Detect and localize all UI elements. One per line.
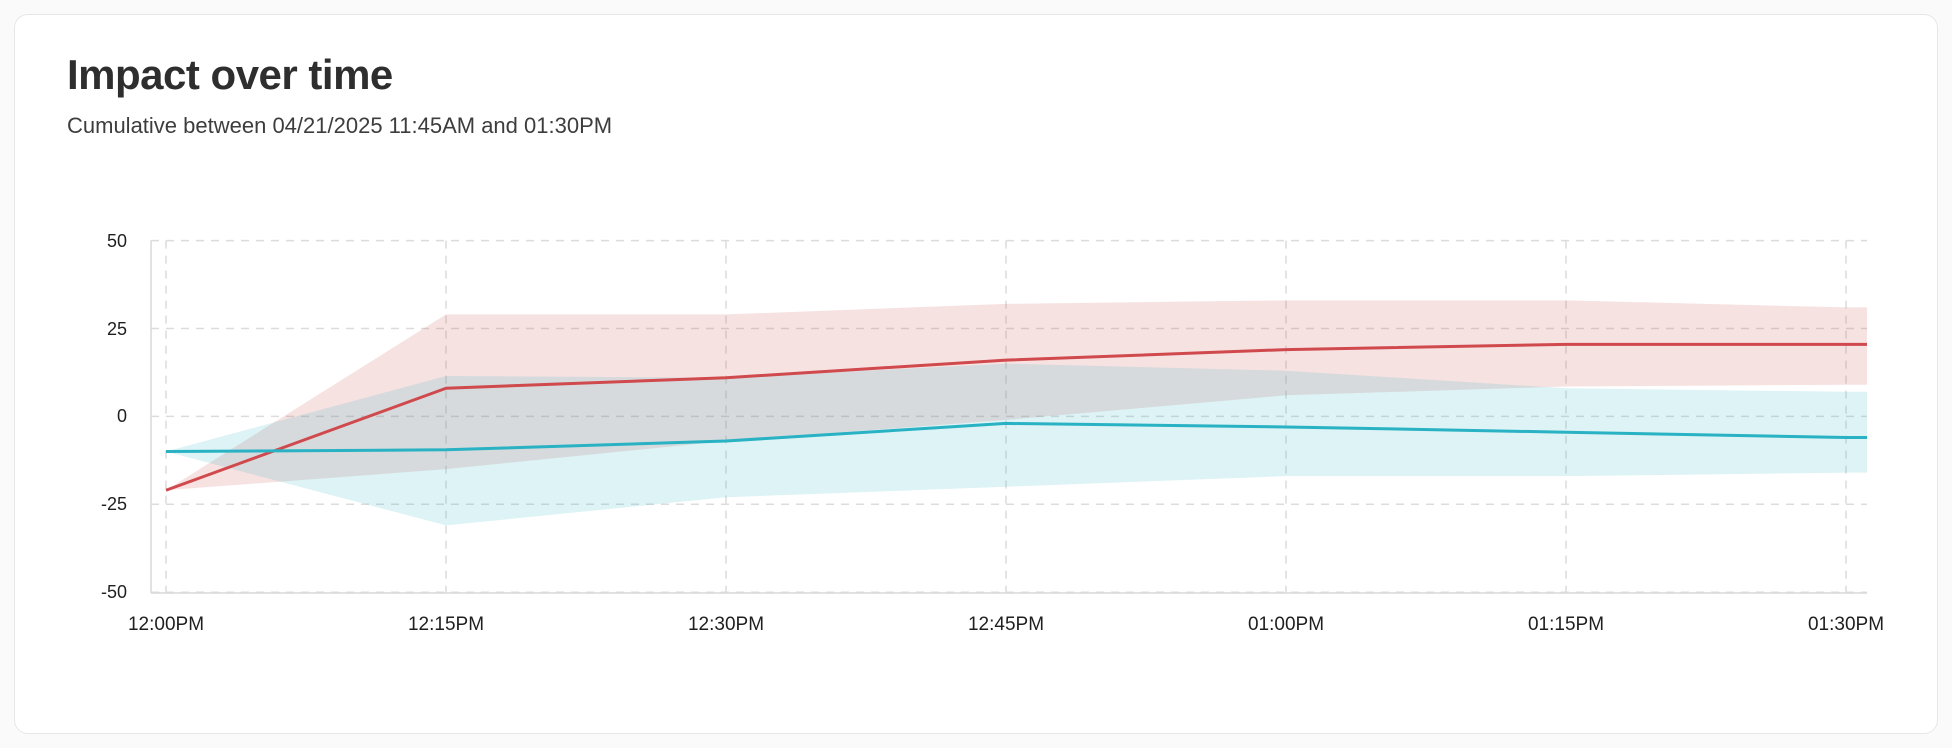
x-axis-label: 01:30PM <box>1807 614 1885 635</box>
x-axis-label: 12:45PM <box>967 614 1045 635</box>
cyan-series-confidence-band <box>166 363 1867 526</box>
cyan-series-line <box>165 421 1867 454</box>
chart-subtitle: Cumulative between 04/21/2025 11:45AM an… <box>67 113 613 138</box>
chart-canvas <box>150 239 1867 594</box>
x-axis-label: 12:00PM <box>127 614 205 635</box>
y-axis-label: -25 <box>100 494 127 515</box>
x-axis-label: 12:15PM <box>407 614 485 635</box>
x-axis-label: 01:15PM <box>1527 614 1605 635</box>
x-axis-label: 01:00PM <box>1247 614 1325 635</box>
impact-over-time-card: Impact over time Cumulative between 04/2… <box>14 14 1938 734</box>
y-axis-label: -50 <box>100 582 127 603</box>
chart-title: Impact over time <box>67 51 393 98</box>
y-axis-label: 50 <box>106 230 127 251</box>
impact-chart: 50 25 0 -25 -50 12:00PM 12:15PM 12:30PM 12:45PM 0… <box>15 15 1939 735</box>
x-axis-label: 12:30PM <box>687 614 765 635</box>
red-series-line <box>165 342 1867 492</box>
y-axis-label: 0 <box>116 406 127 427</box>
y-axis-label: 25 <box>106 318 127 339</box>
